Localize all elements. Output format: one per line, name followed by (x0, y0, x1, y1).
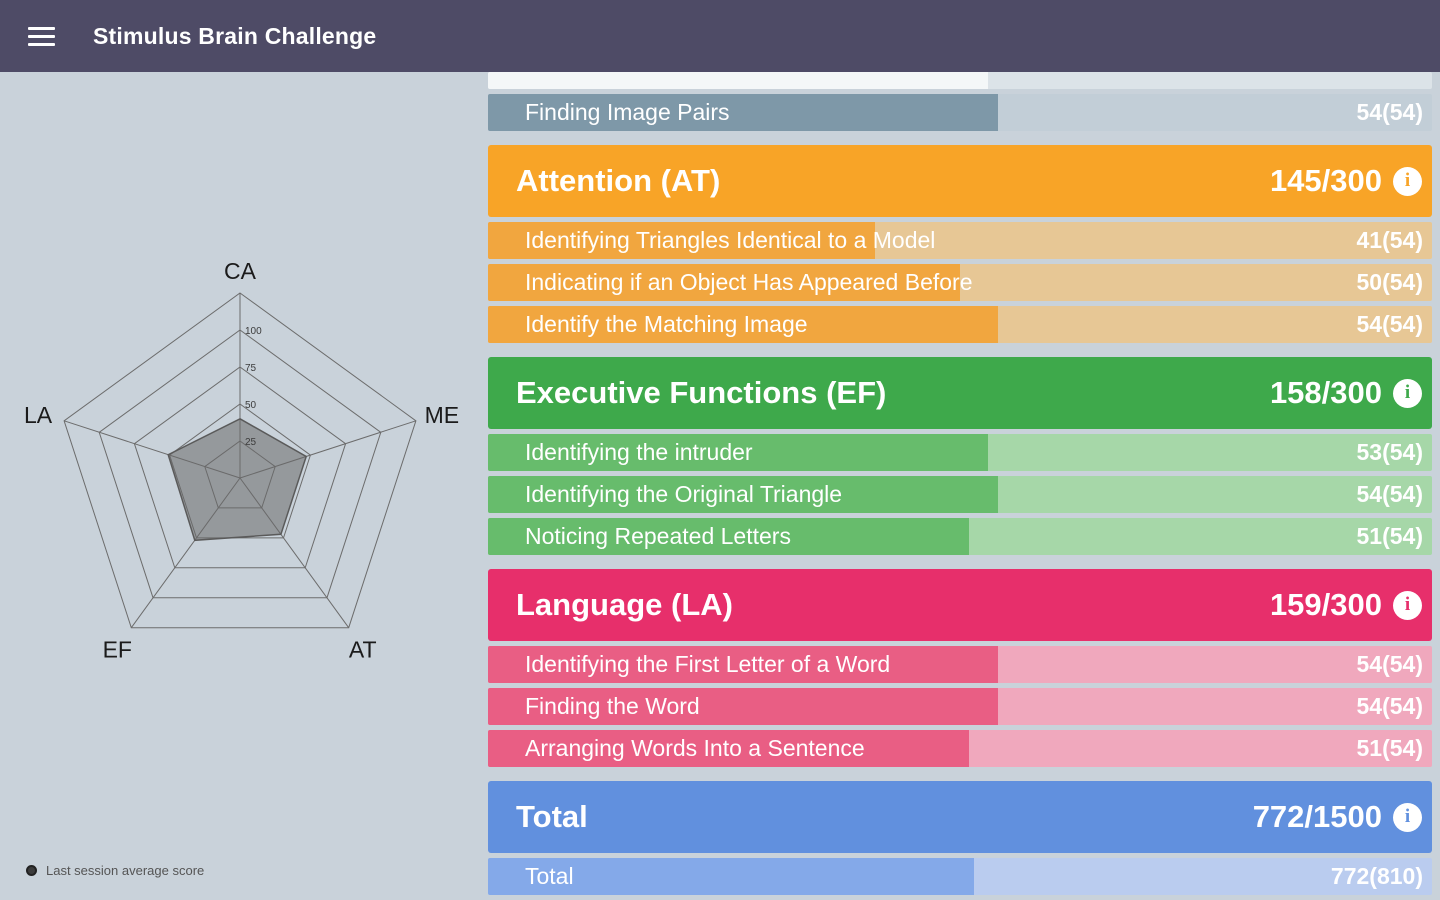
progress-fill (488, 646, 998, 683)
game-score: 54(54) (1356, 481, 1423, 507)
game-label: Noticing Repeated Letters (525, 523, 791, 549)
game-label: Identify the Matching Image (525, 311, 808, 337)
section-score: 158/300 (1269, 375, 1382, 410)
game-label: Finding Image Pairs (525, 99, 730, 125)
progress-fill (488, 688, 998, 725)
game-score: 51(54) (1356, 523, 1423, 549)
game-score: 50(54) (1356, 269, 1423, 295)
section-header-executive[interactable]: Executive Functions (EF) 158/300 i (488, 357, 1432, 429)
game-label: Identifying the First Letter of a Word (525, 651, 891, 677)
game-label: Indicating if an Object Has Appeared Bef… (525, 269, 973, 295)
game-label: Finding the Word (525, 693, 700, 719)
svg-text:ME: ME (425, 402, 460, 428)
game-label: Identifying Triangles Identical to a Mod… (525, 227, 936, 253)
hamburger-menu-icon[interactable] (28, 26, 55, 46)
main-content: 100 75 50 25 CA ME AT EF LA Last session average… (0, 72, 1440, 900)
progress-fill (488, 476, 998, 513)
game-score: 54(54) (1356, 99, 1423, 125)
scores-panel: Finding Image Pairs 54(54) Attention (AT) 1… (488, 72, 1440, 900)
section-header-attention[interactable]: Attention (AT) 145/300 i (488, 145, 1432, 217)
info-icon[interactable]: i (1393, 802, 1422, 832)
section-score: 159/300 (1269, 587, 1382, 622)
section-header-language[interactable]: Language (LA) 159/300 i (488, 569, 1432, 641)
progress-fill (488, 222, 876, 259)
hamburger-bar (28, 34, 55, 38)
progress-fill (488, 72, 989, 89)
section-title: Executive Functions (EF) (516, 375, 887, 410)
info-icon[interactable]: i (1393, 590, 1422, 620)
progress-fill (488, 518, 970, 555)
game-row-language[interactable]: Identifying the First Letter of a Word 54… (488, 646, 1432, 683)
game-row-attention[interactable]: Identify the Matching Image 54(54) (488, 306, 1432, 343)
svg-text:LA: LA (24, 402, 53, 428)
game-score: 51(54) (1356, 735, 1423, 761)
game-score: 53(54) (1356, 439, 1423, 465)
section-score-group: 772/1500 i (1253, 799, 1422, 835)
hamburger-bar (28, 42, 55, 46)
legend-label: Last session average score (46, 863, 205, 878)
hamburger-bar (28, 26, 55, 30)
game-row-language[interactable]: Arranging Words Into a Sentence 51(54) (488, 730, 1432, 767)
svg-text:50: 50 (245, 400, 257, 411)
legend-dot (26, 865, 37, 876)
game-score: 54(54) (1356, 651, 1423, 677)
game-score: 41(54) (1356, 227, 1423, 253)
game-score: 54(54) (1356, 693, 1423, 719)
section-score-group: 159/300 i (1270, 587, 1422, 623)
progress-fill (488, 94, 998, 131)
section-header-total[interactable]: Total 772/1500 i (488, 781, 1432, 853)
game-row-executive[interactable]: Noticing Repeated Letters 51(54) (488, 518, 1432, 555)
game-score: 772(810) (1330, 863, 1423, 889)
svg-text:75: 75 (245, 363, 257, 374)
progress-fill (488, 264, 960, 301)
svg-text:CA: CA (224, 258, 257, 284)
progress-fill (488, 730, 970, 767)
section-score: 145/300 (1269, 163, 1382, 198)
game-label: Total (525, 863, 574, 889)
game-row-memory[interactable]: Finding Image Pairs 54(54) (488, 94, 1432, 131)
game-label: Identifying the Original Triangle (525, 481, 843, 507)
info-icon[interactable]: i (1393, 166, 1422, 196)
game-label: Identifying the intruder (525, 439, 753, 465)
section-title: Total (516, 799, 588, 834)
svg-text:AT: AT (349, 637, 377, 663)
section-title: Language (LA) (516, 587, 733, 622)
game-row-language[interactable]: Finding the Word 54(54) (488, 688, 1432, 725)
radar-chart-panel: 100 75 50 25 CA ME AT EF LA Last session average… (0, 72, 488, 900)
progress-fill (488, 858, 975, 895)
game-label: Arranging Words Into a Sentence (525, 735, 865, 761)
svg-text:EF: EF (103, 637, 132, 663)
game-score: 54(54) (1356, 311, 1423, 337)
game-row-executive[interactable]: Identifying the Original Triangle 54(54) (488, 476, 1432, 513)
svg-text:100: 100 (245, 326, 262, 337)
section-score: 772/1500 (1252, 799, 1382, 834)
app-bar: Stimulus Brain Challenge (0, 0, 1440, 72)
game-row-total[interactable]: Total 772(810) (488, 858, 1432, 895)
game-row-executive[interactable]: Identifying the intruder 53(54) (488, 434, 1432, 471)
chart-legend: Last session average score (26, 863, 204, 878)
app-title: Stimulus Brain Challenge (93, 22, 377, 49)
section-title: Attention (AT) (516, 163, 721, 198)
info-icon[interactable]: i (1393, 378, 1422, 408)
svg-text:25: 25 (245, 437, 257, 448)
section-score-group: 145/300 i (1270, 163, 1422, 199)
partial-row[interactable] (488, 72, 1432, 89)
radar-chart: 100 75 50 25 CA ME AT EF LA (24, 258, 460, 663)
progress-fill (488, 434, 989, 471)
game-row-attention[interactable]: Indicating if an Object Has Appeared Bef… (488, 264, 1432, 301)
game-row-attention[interactable]: Identifying Triangles Identical to a Mod… (488, 222, 1432, 259)
progress-fill (488, 306, 998, 343)
section-score-group: 158/300 i (1270, 375, 1422, 411)
